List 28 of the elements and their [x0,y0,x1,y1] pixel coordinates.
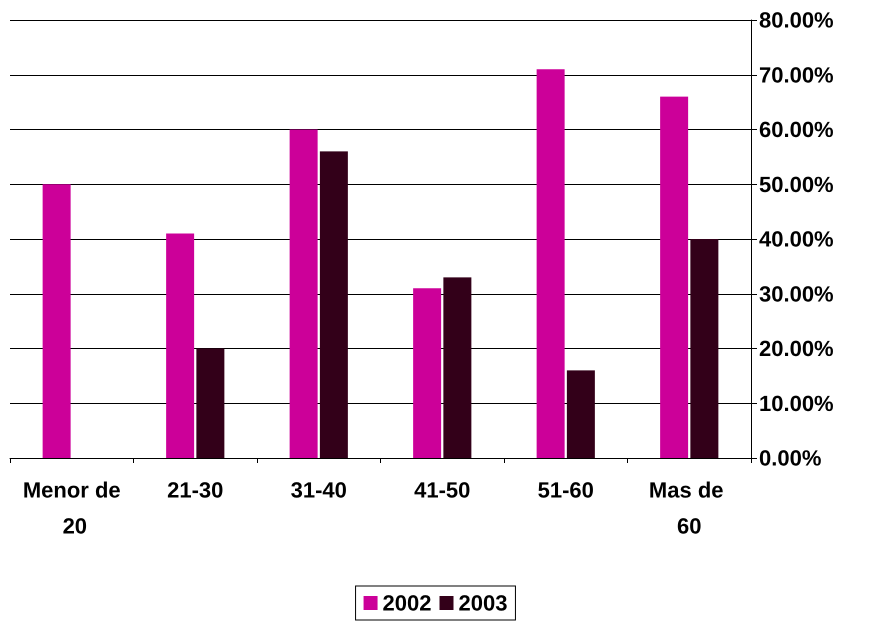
y-tick-label: 70.00% [759,62,834,88]
bar [290,130,318,458]
y-tick-label: 30.00% [759,281,834,306]
x-tick-label: 31-40 [290,478,347,502]
bar [320,151,348,458]
x-tick-label: Mas de 60 [648,478,730,538]
x-tick-label: 41-50 [414,478,470,502]
bar [443,277,472,458]
bar [196,348,224,458]
bar [413,288,442,458]
x-tick-label: 51-60 [538,478,594,502]
x-tick-label: 21-30 [167,478,224,502]
bar [660,96,688,458]
bar [42,184,71,458]
bar [166,234,194,458]
legend-label: 2003 [458,590,508,616]
y-tick-label: 40.00% [759,226,834,252]
bar [690,239,718,458]
bar [566,370,595,458]
legend-label: 2002 [382,590,432,616]
y-tick-label: 20.00% [759,336,834,361]
y-tick-label: 0.00% [759,446,822,470]
x-tick-label: Menor de 20 [22,478,121,538]
y-tick-label: 50.00% [759,172,834,197]
y-tick-label: 80.00% [759,8,834,32]
y-tick-label: 60.00% [759,117,834,142]
y-tick-label: 10.00% [759,390,834,416]
bar [536,69,565,458]
